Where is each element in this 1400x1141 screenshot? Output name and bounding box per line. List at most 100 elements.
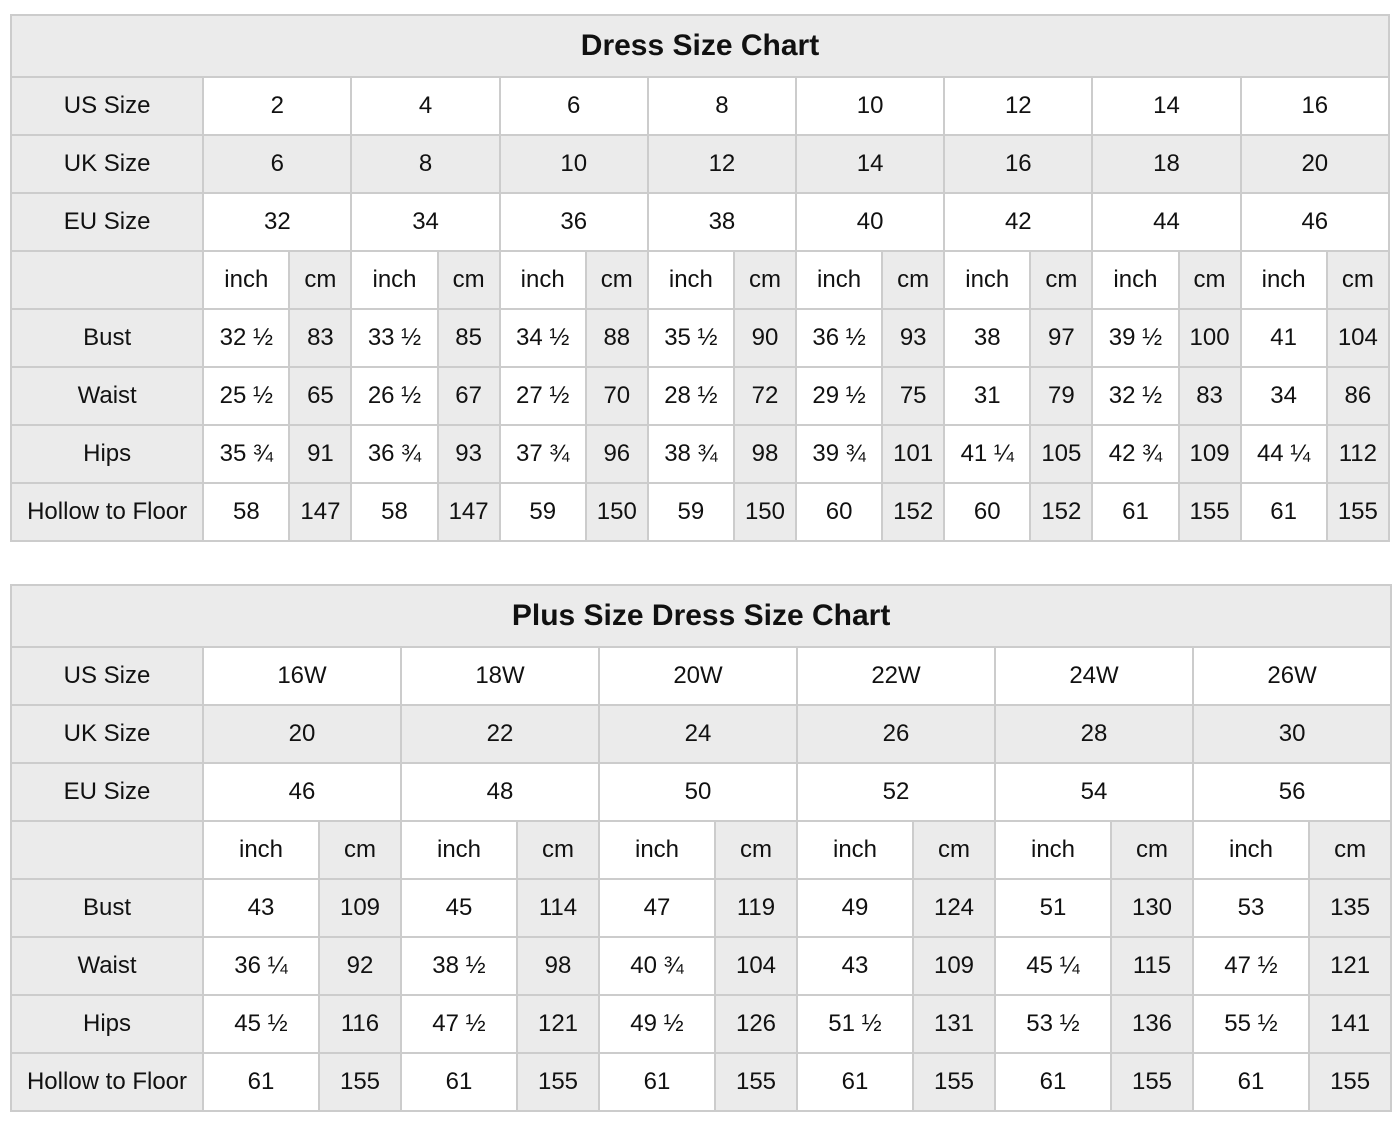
cm-value-cell: 93 — [881, 308, 946, 368]
size-value-cell: 22 — [400, 704, 600, 764]
inch-value-cell: 45 ½ — [202, 994, 320, 1054]
size-value-cell: 16W — [202, 646, 402, 706]
unit-cm-header: cm — [714, 820, 798, 880]
row-label: Hips — [10, 994, 204, 1054]
cm-value-cell: 136 — [1110, 994, 1194, 1054]
size-row: EU Size 32 34 36 38 40 42 44 46 — [9, 192, 1391, 252]
inch-value-cell: 61 — [1091, 482, 1180, 542]
size-value-cell: 14 — [795, 134, 946, 194]
size-value-cell: 2 — [202, 76, 353, 136]
inch-value-cell: 43 — [796, 936, 914, 996]
cm-value-cell: 126 — [714, 994, 798, 1054]
cm-value-cell: 79 — [1029, 366, 1094, 426]
size-value-cell: 54 — [994, 762, 1194, 822]
row-label: Hollow to Floor — [10, 1052, 204, 1112]
size-value-cell: 32 — [202, 192, 353, 252]
cm-value-cell: 155 — [318, 1052, 402, 1112]
inch-value-cell: 44 ¼ — [1239, 424, 1328, 484]
inch-value-cell: 36 ½ — [795, 308, 884, 368]
row-label: Hollow to Floor — [9, 482, 205, 542]
inch-value-cell: 61 — [1192, 1052, 1310, 1112]
unit-cm-header: cm — [732, 250, 798, 310]
unit-inch-header: inch — [1091, 250, 1180, 310]
cm-value-cell: 150 — [584, 482, 649, 542]
size-value-cell: 46 — [202, 762, 402, 822]
plus-size-dress-size-chart-table: Plus Size Dress Size Chart US Size 16W 18W… — [9, 584, 1393, 1112]
inch-value-cell: 36 ¼ — [202, 936, 320, 996]
inch-value-cell: 61 — [400, 1052, 518, 1112]
inch-value-cell: 38 ¾ — [646, 424, 735, 484]
cm-value-cell: 91 — [288, 424, 353, 484]
inch-value-cell: 61 — [202, 1052, 320, 1112]
unit-cm-header: cm — [1110, 820, 1194, 880]
unit-inch-header: inch — [994, 820, 1112, 880]
size-value-cell: 26 — [796, 704, 996, 764]
size-value-cell: 24 — [598, 704, 798, 764]
unit-header-row: inch cm inch cm inch cm inch cm inch cm inch cm inch… — [9, 250, 1391, 310]
cm-value-cell: 100 — [1177, 308, 1242, 368]
size-value-cell: 14 — [1091, 76, 1242, 136]
inch-value-cell: 55 ½ — [1192, 994, 1310, 1054]
inch-value-cell: 51 — [994, 878, 1112, 938]
unit-cm-header: cm — [1029, 250, 1094, 310]
inch-value-cell: 45 — [400, 878, 518, 938]
inch-value-cell: 41 ¼ — [943, 424, 1032, 484]
cm-value-cell: 104 — [714, 936, 798, 996]
measurement-row: Hips 45 ½ 116 47 ½ 121 49 ½ 126 51 ½ 131 53 ½ 136 5… — [10, 994, 1393, 1054]
unit-cm-header: cm — [881, 250, 946, 310]
inch-value-cell: 59 — [498, 482, 587, 542]
cm-value-cell: 130 — [1110, 878, 1194, 938]
unit-cm-header: cm — [436, 250, 501, 310]
size-value-cell: 20 — [1239, 134, 1391, 194]
size-row: UK Size 20 22 24 26 28 30 — [10, 704, 1393, 764]
cm-value-cell: 155 — [1110, 1052, 1194, 1112]
unit-inch-header: inch — [400, 820, 518, 880]
cm-value-cell: 104 — [1325, 308, 1391, 368]
title-row: Plus Size Dress Size Chart — [9, 584, 1393, 648]
inch-value-cell: 34 — [1239, 366, 1328, 426]
inch-value-cell: 25 ½ — [202, 366, 291, 426]
size-value-cell: 16 — [943, 134, 1094, 194]
size-value-cell: 48 — [400, 762, 600, 822]
chart-title: Plus Size Dress Size Chart — [9, 584, 1393, 648]
inch-value-cell: 61 — [1239, 482, 1328, 542]
size-value-cell: 18W — [400, 646, 600, 706]
size-value-cell: 46 — [1239, 192, 1391, 252]
size-value-cell: 20W — [598, 646, 798, 706]
row-label: EU Size — [10, 762, 204, 822]
cm-value-cell: 150 — [732, 482, 798, 542]
cm-value-cell: 65 — [288, 366, 353, 426]
cm-value-cell: 155 — [1325, 482, 1391, 542]
size-value-cell: 10 — [498, 134, 649, 194]
cm-value-cell: 141 — [1307, 994, 1393, 1054]
inch-value-cell: 40 ¾ — [598, 936, 716, 996]
inch-value-cell: 32 ½ — [1091, 366, 1180, 426]
cm-value-cell: 83 — [1177, 366, 1242, 426]
cm-value-cell: 109 — [1177, 424, 1242, 484]
size-value-cell: 6 — [202, 134, 353, 194]
size-value-cell: 20 — [202, 704, 402, 764]
unit-cm-header: cm — [318, 820, 402, 880]
size-value-cell: 22W — [796, 646, 996, 706]
size-value-cell: 30 — [1191, 704, 1393, 764]
inch-value-cell: 47 ½ — [1192, 936, 1310, 996]
chart-title: Dress Size Chart — [10, 14, 1390, 78]
size-value-cell: 12 — [943, 76, 1094, 136]
row-label: Waist — [9, 366, 205, 426]
cm-value-cell: 75 — [881, 366, 946, 426]
cm-value-cell: 124 — [912, 878, 996, 938]
measurement-row: Waist 36 ¼ 92 38 ½ 98 40 ¾ 104 43 109 45 ¼ 115 47 ½… — [10, 936, 1393, 996]
inch-value-cell: 33 ½ — [350, 308, 439, 368]
cm-value-cell: 135 — [1307, 878, 1393, 938]
size-value-cell: 18 — [1091, 134, 1242, 194]
inch-value-cell: 28 ½ — [646, 366, 735, 426]
size-value-cell: 34 — [350, 192, 501, 252]
inch-value-cell: 34 ½ — [498, 308, 587, 368]
inch-value-cell: 60 — [795, 482, 884, 542]
unit-cm-header: cm — [516, 820, 600, 880]
inch-value-cell: 58 — [202, 482, 291, 542]
measurement-row: Bust 43 109 45 114 47 119 49 124 51 130 53 135 — [10, 878, 1393, 938]
cm-value-cell: 116 — [318, 994, 402, 1054]
row-label: Bust — [9, 308, 205, 368]
unit-inch-header: inch — [796, 820, 914, 880]
